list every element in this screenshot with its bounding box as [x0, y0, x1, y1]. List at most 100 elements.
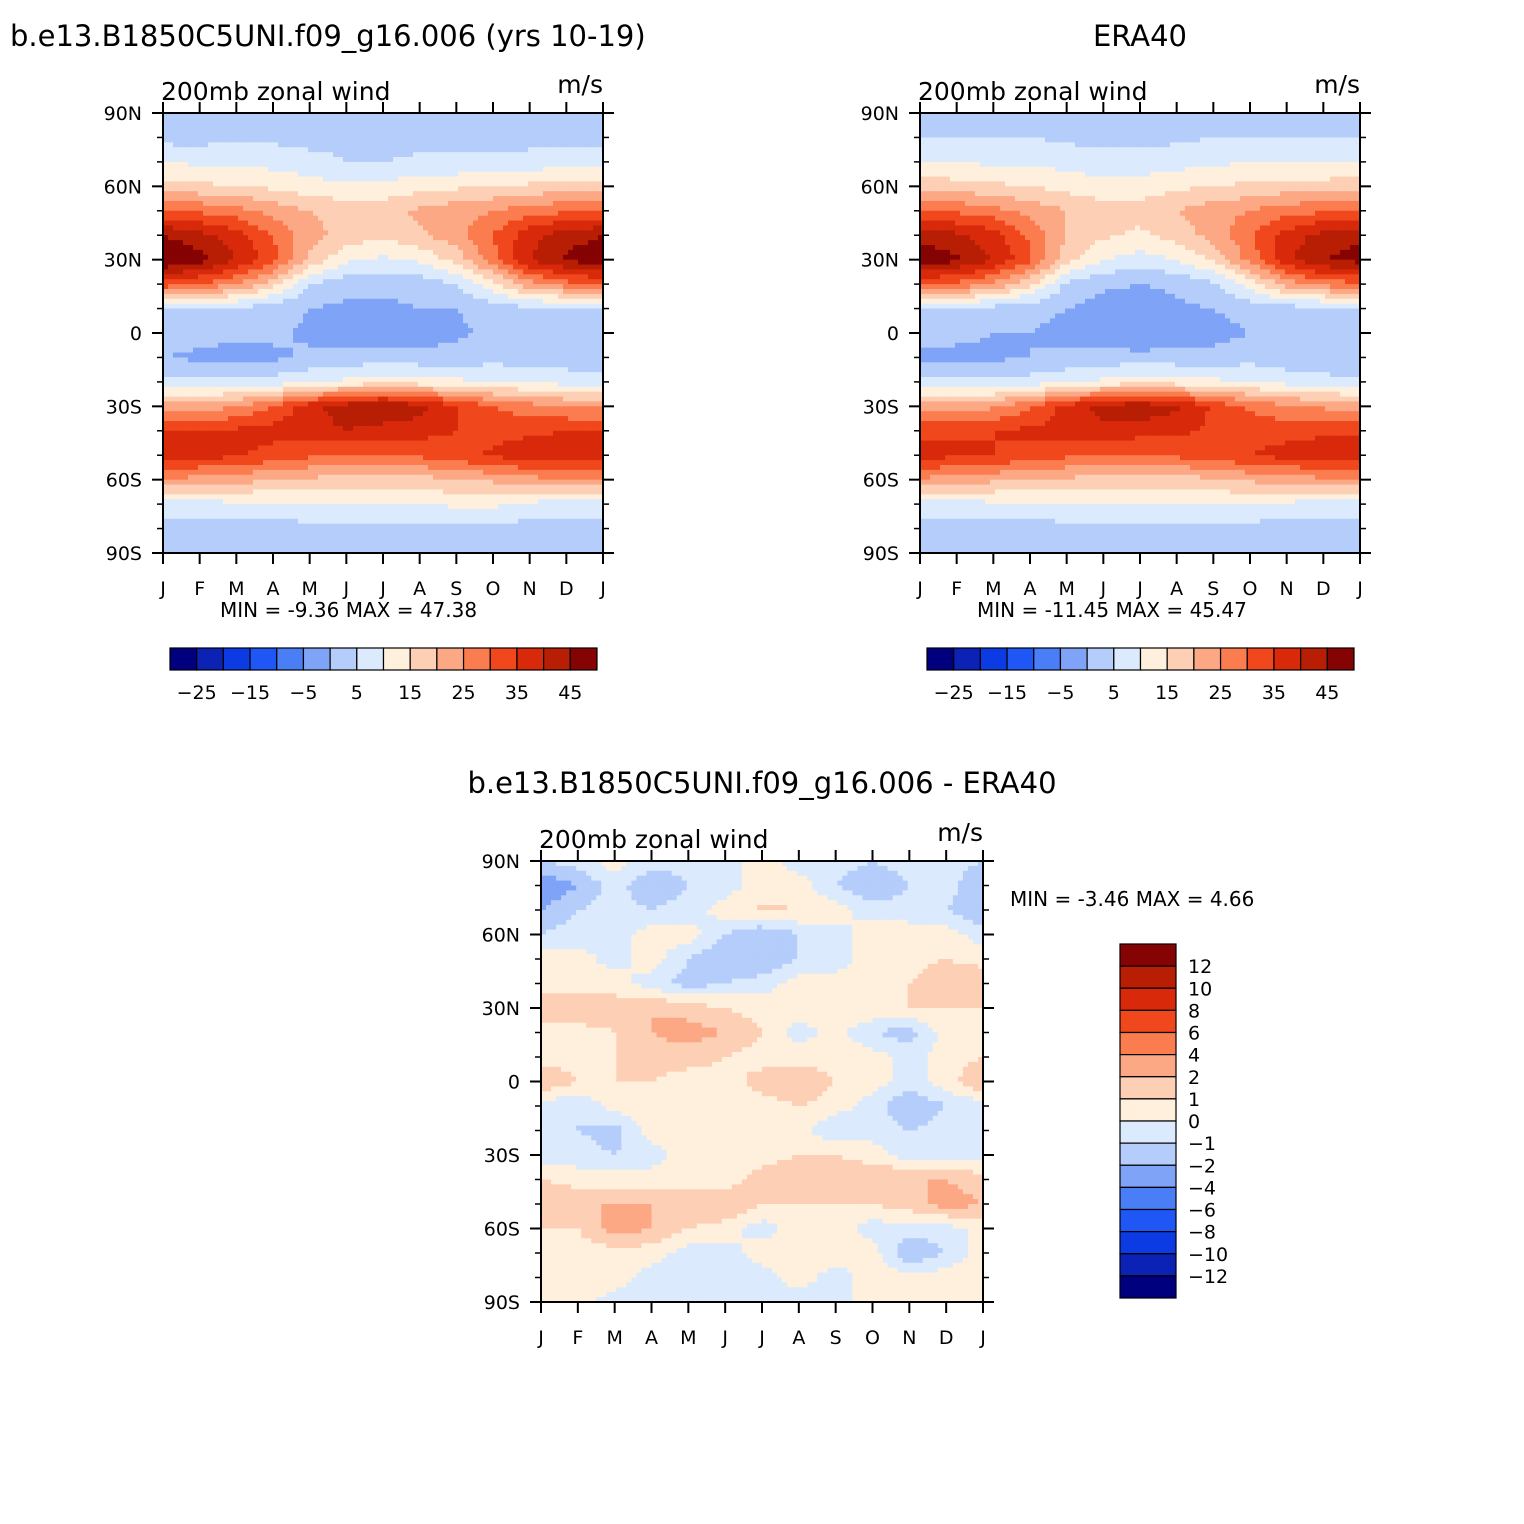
contour-cell	[488, 225, 494, 230]
contour-cell	[168, 318, 174, 323]
contour-cell	[368, 284, 374, 289]
contour-cell	[363, 323, 369, 328]
contour-cell	[428, 118, 434, 123]
contour-cell	[298, 181, 304, 186]
contour-cell	[368, 181, 374, 186]
contour-cell	[413, 123, 419, 128]
contour-cell	[303, 230, 309, 235]
contour-cell	[533, 240, 539, 245]
contour-cell	[283, 191, 289, 196]
contour-cell	[403, 362, 409, 367]
contour-cell	[418, 118, 424, 123]
contour-cell	[553, 240, 559, 245]
contour-cell	[253, 221, 259, 226]
contour-cell	[418, 128, 424, 133]
contour-cell	[488, 245, 494, 250]
contour-cell	[348, 318, 354, 323]
contour-cell	[438, 255, 444, 260]
contour-cell	[308, 382, 314, 387]
contour-cell	[443, 177, 449, 182]
contour-cell	[338, 274, 344, 279]
contour-cell	[393, 181, 399, 186]
contour-cell	[498, 274, 504, 279]
contour-cell	[528, 284, 534, 289]
contour-cell	[288, 157, 294, 162]
contour-cell	[263, 211, 269, 216]
contour-cell	[503, 299, 509, 304]
contour-cell	[553, 152, 559, 157]
contour-cell	[298, 152, 304, 157]
contour-cell	[553, 167, 559, 172]
contour-cell	[568, 250, 574, 255]
contour-cell	[213, 128, 219, 133]
contour-cell	[573, 206, 579, 211]
contour-cell	[483, 294, 489, 299]
contour-cell	[218, 343, 224, 348]
contour-cell	[408, 348, 414, 353]
contour-cell	[433, 362, 439, 367]
contour-cell	[228, 118, 234, 123]
contour-cell	[428, 387, 434, 392]
contour-cell	[593, 206, 599, 211]
contour-cell	[328, 255, 334, 260]
contour-cell	[463, 387, 469, 392]
contour-cell	[478, 294, 484, 299]
contour-cell	[183, 206, 189, 211]
contour-cell	[343, 313, 349, 318]
contour-cell	[458, 147, 464, 152]
contour-cell	[423, 284, 429, 289]
contour-cell	[253, 245, 259, 250]
contour-cell	[258, 196, 264, 201]
contour-cell	[293, 133, 299, 138]
contour-cell	[318, 157, 324, 162]
contour-cell	[273, 338, 279, 343]
contour-cell	[183, 387, 189, 392]
contour-cell	[208, 387, 214, 392]
contour-cell	[483, 265, 489, 270]
contour-cell	[303, 181, 309, 186]
contour-cell	[348, 142, 354, 147]
contour-cell	[593, 201, 599, 206]
contour-cell	[198, 147, 204, 152]
contour-cell	[243, 123, 249, 128]
contour-cell	[293, 274, 299, 279]
contour-cell	[413, 304, 419, 309]
contour-cell	[283, 299, 289, 304]
contour-cell	[318, 333, 324, 338]
contour-cell	[368, 362, 374, 367]
contour-cell	[548, 201, 554, 206]
contour-cell	[263, 191, 269, 196]
contour-cell	[378, 274, 384, 279]
contour-cell	[543, 186, 549, 191]
contour-cell	[268, 313, 274, 318]
contour-cell	[298, 333, 304, 338]
contour-cell	[318, 128, 324, 133]
contour-cell	[268, 362, 274, 367]
contour-cell	[428, 167, 434, 172]
contour-cell	[213, 318, 219, 323]
contour-cell	[523, 362, 529, 367]
contour-cell	[338, 128, 344, 133]
contour-cell	[448, 162, 454, 167]
contour-cell	[443, 255, 449, 260]
contour-cell	[573, 221, 579, 226]
contour-cell	[368, 196, 374, 201]
contour-cell	[488, 377, 494, 382]
contour-cell	[328, 128, 334, 133]
contour-cell	[518, 196, 524, 201]
contour-cell	[533, 177, 539, 182]
contour-cell	[363, 172, 369, 177]
contour-cell	[588, 289, 594, 294]
contour-cell	[548, 167, 554, 172]
contour-cell	[198, 265, 204, 270]
contour-cell	[233, 186, 239, 191]
contour-cell	[383, 137, 389, 142]
contour-cell	[493, 299, 499, 304]
contour-cell	[563, 128, 569, 133]
contour-cell	[343, 177, 349, 182]
contour-cell	[388, 353, 394, 358]
contour-cell	[563, 235, 569, 240]
contour-cell	[268, 338, 274, 343]
contour-cell	[483, 284, 489, 289]
contour-cell	[568, 157, 574, 162]
